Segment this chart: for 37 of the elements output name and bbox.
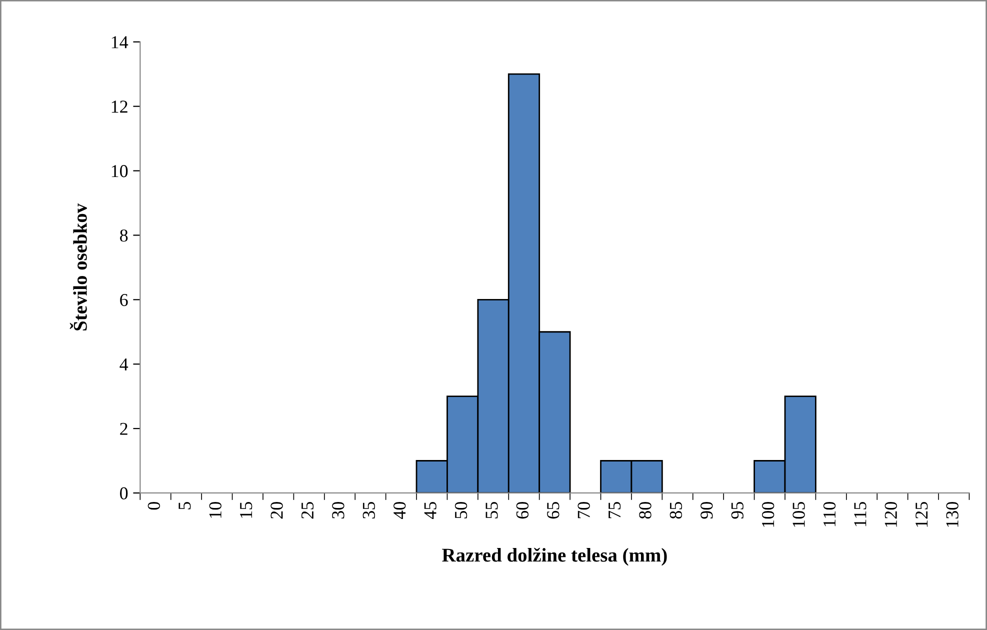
x-tick-label: 25 [301,502,314,519]
y-tick-label: 2 [120,422,128,435]
x-tick-label: 50 [454,502,468,518]
y-tick-label: 4 [120,358,128,370]
y-tick-label: 10 [112,165,128,178]
x-tick-label: 105 [792,502,805,527]
x-tick-label: 30 [332,502,344,518]
x-tick-label: 100 [762,502,774,527]
x-tick-label: 115 [854,502,866,526]
x-tick-label: 85 [670,502,682,519]
x-tick-label: 20 [270,502,283,519]
x-tick-label: 75 [608,502,621,518]
x-tick-label: 70 [578,502,590,518]
y-tick-label: 0 [120,487,128,500]
x-tick-label: 95 [731,502,744,519]
x-tick-label: 55 [486,502,498,518]
y-tick-label: 8 [120,229,128,242]
x-tick-label: 15 [240,502,252,518]
y-tick-label: 14 [112,36,128,48]
x-tick-label: 0 [148,502,160,510]
x-tick-label: 60 [516,502,529,519]
x-tick-label: 65 [547,502,560,519]
x-tick-label: 40 [393,502,406,520]
x-tick-label: 80 [639,502,652,519]
x-axis-title: Razred dolžine telesa (mm) [442,548,667,566]
x-tick-label: 10 [209,502,222,518]
y-tick-label: 12 [112,100,128,113]
y-tick-label: 6 [120,294,128,306]
x-tick-label: 130 [946,502,958,527]
x-tick-label: 35 [362,502,375,518]
x-tick-label: 110 [823,502,836,526]
x-tick-label: 125 [916,502,928,527]
x-tick-label: 45 [424,502,436,520]
x-tick-label: 90 [700,502,713,519]
x-tick-label: 120 [884,502,897,527]
y-axis-title: Število osebkov [70,203,87,330]
x-tick-label: 5 [178,502,191,510]
